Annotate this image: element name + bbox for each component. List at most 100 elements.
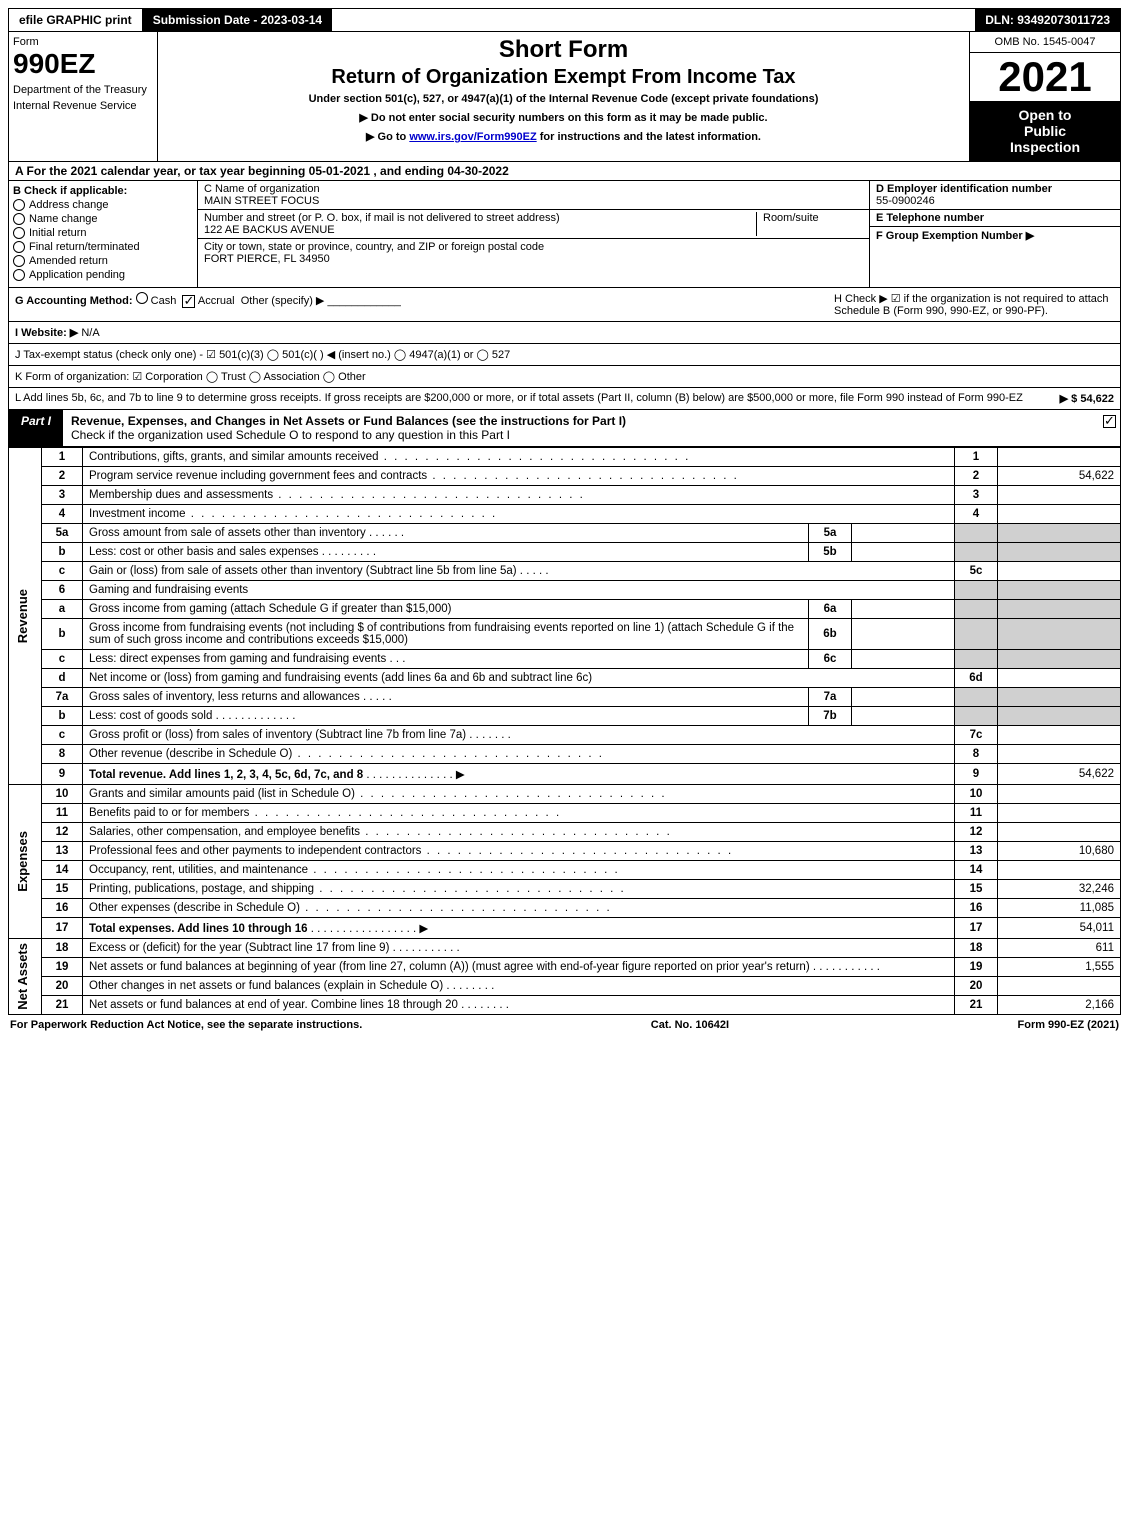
row-j: J Tax-exempt status (check only one) - ☑… (8, 344, 1121, 366)
check-label-4: Amended return (29, 255, 108, 267)
revenue-side: Revenue (9, 448, 42, 785)
mini-label: 7b (809, 707, 852, 726)
shade-cell (955, 650, 998, 669)
shade-cell (998, 688, 1121, 707)
mini-label: 6a (809, 600, 852, 619)
line-ref: 12 (955, 823, 998, 842)
line-ref: 16 (955, 899, 998, 918)
line-desc: Gross amount from sale of assets other t… (83, 524, 809, 543)
city-label: City or town, state or province, country… (204, 241, 544, 253)
netassets-label: Net Assets (15, 943, 30, 1010)
line-desc: Other changes in net assets or fund bala… (83, 977, 955, 996)
table-row: 8 Other revenue (describe in Schedule O)… (9, 745, 1121, 764)
table-row: c Gain or (loss) from sale of assets oth… (9, 562, 1121, 581)
line-num: d (42, 669, 83, 688)
ssn-warning: ▶ Do not enter social security numbers o… (162, 111, 965, 124)
shade-cell (998, 600, 1121, 619)
dln-label: DLN: 93492073011723 (975, 9, 1120, 31)
open-line1: Open to (976, 107, 1114, 123)
check-final-return[interactable]: Final return/terminated (13, 241, 193, 253)
table-row: 20Other changes in net assets or fund ba… (9, 977, 1121, 996)
circle-icon[interactable] (136, 292, 148, 304)
part1-title: Revenue, Expenses, and Changes in Net As… (63, 410, 1099, 446)
telephone-label: E Telephone number (876, 212, 1114, 224)
line-num: b (42, 619, 83, 650)
org-name: MAIN STREET FOCUS (204, 195, 863, 207)
line-desc: Grants and similar amounts paid (list in… (83, 785, 955, 804)
cat-number: Cat. No. 10642I (651, 1019, 729, 1031)
line-num: b (42, 707, 83, 726)
submission-date-tab: Submission Date - 2023-03-14 (143, 9, 333, 31)
line-num: 2 (42, 467, 83, 486)
goto-post: for instructions and the latest informat… (540, 131, 761, 143)
row-a-tax-year: A For the 2021 calendar year, or tax yea… (8, 162, 1121, 181)
check-application-pending[interactable]: Application pending (13, 269, 193, 281)
header-center: Short Form Return of Organization Exempt… (158, 32, 969, 161)
line-desc: Gross profit or (loss) from sales of inv… (83, 726, 955, 745)
line-ref: 15 (955, 880, 998, 899)
room-suite: Room/suite (756, 212, 863, 236)
table-row: b Less: cost or other basis and sales ex… (9, 543, 1121, 562)
ein-row: D Employer identification number 55-0900… (870, 181, 1120, 210)
check-initial-return[interactable]: Initial return (13, 227, 193, 239)
ein-label: D Employer identification number (876, 183, 1114, 195)
line-num: 6 (42, 581, 83, 600)
efile-print-button[interactable]: efile GRAPHIC print (9, 9, 143, 31)
line-desc: Occupancy, rent, utilities, and maintena… (83, 861, 955, 880)
line-amt (998, 861, 1121, 880)
org-name-row: C Name of organization MAIN STREET FOCUS (198, 181, 869, 210)
line-num: 17 (42, 918, 83, 939)
dept-treasury: Department of the Treasury (13, 84, 153, 96)
top-bar: efile GRAPHIC print Submission Date - 20… (8, 8, 1121, 32)
section-b: B Check if applicable: Address change Na… (9, 181, 198, 287)
mini-label: 6b (809, 619, 852, 650)
website-label: I Website: ▶ (15, 327, 78, 339)
table-row: Expenses 10 Grants and similar amounts p… (9, 785, 1121, 804)
line-desc: Printing, publications, postage, and shi… (83, 880, 955, 899)
row-k: K Form of organization: ☑ Corporation ◯ … (8, 366, 1121, 388)
line-ref: 5c (955, 562, 998, 581)
irs-label: Internal Revenue Service (13, 100, 153, 112)
check-amended-return[interactable]: Amended return (13, 255, 193, 267)
table-row: 16Other expenses (describe in Schedule O… (9, 899, 1121, 918)
line-num: 15 (42, 880, 83, 899)
shade-cell (955, 600, 998, 619)
mini-val (852, 619, 955, 650)
line-ref: 11 (955, 804, 998, 823)
line-num: 13 (42, 842, 83, 861)
irs-link[interactable]: www.irs.gov/Form990EZ (409, 131, 536, 143)
check-address-change[interactable]: Address change (13, 199, 193, 211)
line-ref: 1 (955, 448, 998, 467)
table-row: 11Benefits paid to or for members11 (9, 804, 1121, 823)
under-section: Under section 501(c), 527, or 4947(a)(1)… (162, 93, 965, 105)
part1-tab: Part I (9, 410, 63, 446)
circle-icon (13, 255, 25, 267)
accrual-checkbox[interactable] (182, 295, 195, 308)
table-row: 4 Investment income 4 (9, 505, 1121, 524)
part1-schedule-o-check[interactable] (1099, 410, 1120, 446)
table-row: 13Professional fees and other payments t… (9, 842, 1121, 861)
line-desc: Other revenue (describe in Schedule O) (83, 745, 955, 764)
table-row: Revenue 1 Contributions, gifts, grants, … (9, 448, 1121, 467)
shade-cell (998, 543, 1121, 562)
line-desc: Less: cost or other basis and sales expe… (83, 543, 809, 562)
table-row: 3 Membership dues and assessments 3 (9, 486, 1121, 505)
form-of-organization: K Form of organization: ☑ Corporation ◯ … (15, 370, 366, 383)
shade-cell (955, 543, 998, 562)
check-name-change[interactable]: Name change (13, 213, 193, 225)
circle-icon (13, 241, 25, 253)
line-amt: 54,622 (998, 467, 1121, 486)
table-row: 12Salaries, other compensation, and empl… (9, 823, 1121, 842)
city-row: City or town, state or province, country… (198, 239, 869, 287)
top-bar-left: efile GRAPHIC print Submission Date - 20… (9, 9, 333, 31)
line-desc: Less: direct expenses from gaming and fu… (83, 650, 809, 669)
line-num: 7a (42, 688, 83, 707)
line-desc: Membership dues and assessments (83, 486, 955, 505)
street-value: 122 AE BACKUS AVENUE (204, 224, 756, 236)
check-label-1: Name change (29, 213, 98, 225)
expenses-side: Expenses (9, 785, 42, 939)
row-l: L Add lines 5b, 6c, and 7b to line 9 to … (8, 388, 1121, 410)
table-row: 15Printing, publications, postage, and s… (9, 880, 1121, 899)
row-l-amount: ▶ $ 54,622 (1060, 392, 1114, 405)
page-footer: For Paperwork Reduction Act Notice, see … (8, 1015, 1121, 1035)
